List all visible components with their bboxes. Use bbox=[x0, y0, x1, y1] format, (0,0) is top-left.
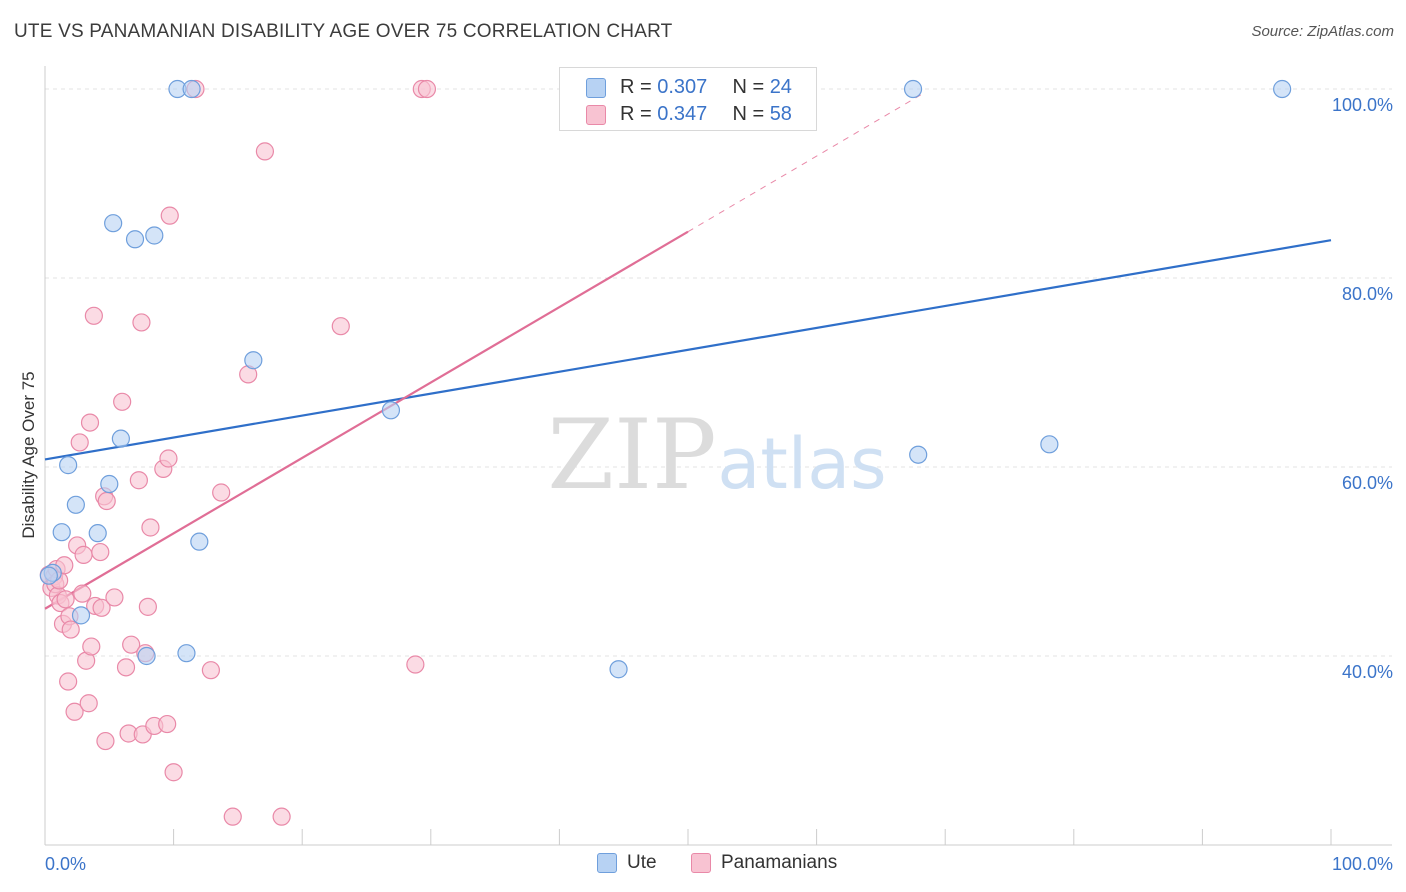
panamanian-point bbox=[97, 491, 116, 511]
panamanian-point bbox=[70, 433, 89, 452]
ute-point bbox=[177, 644, 196, 663]
correlation-legend: R = 0.307 N = 24 R = 0.347 N = 58 bbox=[559, 67, 817, 131]
ute-trend-line bbox=[44, 239, 1332, 461]
panamanian-point bbox=[61, 620, 80, 639]
panamanian-point bbox=[417, 79, 437, 99]
ute-point bbox=[111, 429, 130, 448]
pan-n-value: 58 bbox=[769, 103, 792, 125]
watermark-zip: ZIP bbox=[547, 399, 716, 511]
panamanian-point bbox=[159, 449, 178, 468]
panamanian-trend-extension bbox=[687, 91, 927, 233]
panamanian-point bbox=[138, 597, 157, 616]
y-tick-label: 80.0% bbox=[1342, 284, 1393, 304]
panamanian-point bbox=[113, 392, 132, 411]
x-tick-label: 0.0% bbox=[45, 854, 86, 874]
panamanian-point bbox=[406, 655, 425, 674]
panamanian-point bbox=[158, 714, 177, 734]
pan-r-label: R = bbox=[620, 103, 658, 125]
panamanian-point bbox=[105, 588, 124, 607]
ute-r-value: 0.307 bbox=[657, 76, 708, 98]
ute-point bbox=[137, 646, 156, 666]
panamanian-point bbox=[331, 317, 350, 336]
panamanian-point bbox=[56, 590, 75, 609]
ute-point bbox=[381, 401, 401, 420]
ute-point bbox=[100, 474, 119, 494]
y-tick-label: 100.0% bbox=[1332, 95, 1393, 115]
panamanian-point bbox=[272, 807, 291, 826]
panamanian-point bbox=[92, 598, 111, 617]
ute-point bbox=[125, 230, 145, 249]
ute-point bbox=[1040, 435, 1059, 454]
source-label: Source: ZipAtlas.com bbox=[1251, 23, 1394, 40]
panamanian-point bbox=[160, 206, 179, 225]
chart-title: UTE VS PANAMANIAN DISABILITY AGE OVER 75… bbox=[14, 21, 673, 42]
pan-r-value: 0.347 bbox=[657, 103, 708, 125]
panamanian-point bbox=[164, 763, 183, 782]
panamanian-point bbox=[212, 483, 231, 502]
panamanians-legend-icon bbox=[691, 853, 711, 873]
ute-point bbox=[52, 523, 71, 542]
panamanian-point bbox=[223, 807, 242, 826]
ute-point bbox=[59, 456, 78, 475]
ute-point bbox=[66, 495, 85, 514]
panamanian-point bbox=[141, 518, 160, 537]
panamanians-swatch-icon bbox=[586, 105, 606, 125]
y-tick-label: 60.0% bbox=[1342, 473, 1393, 493]
ute-point bbox=[190, 532, 209, 551]
panamanian-point bbox=[73, 584, 92, 603]
ute-r-label: R = bbox=[620, 76, 658, 98]
ute-point bbox=[145, 226, 164, 245]
x-tick-label: 100.0% bbox=[1332, 854, 1393, 874]
ute-point bbox=[1273, 79, 1292, 99]
ute-point bbox=[909, 445, 928, 464]
panamanian-point bbox=[65, 702, 84, 721]
ute-point bbox=[104, 214, 123, 233]
panamanian-point bbox=[84, 306, 103, 325]
y-tick-label: 40.0% bbox=[1342, 662, 1393, 682]
panamanian-point bbox=[116, 658, 136, 677]
ute-legend-icon bbox=[597, 853, 617, 873]
ute-point bbox=[244, 351, 263, 370]
panamanian-point bbox=[91, 542, 110, 562]
ute-point bbox=[903, 79, 923, 99]
trend-lines bbox=[44, 91, 1332, 610]
ute-legend-label: Ute bbox=[627, 852, 657, 873]
watermark: ZIP atlas bbox=[547, 399, 886, 511]
y-axis-label: Disability Age Over 75 bbox=[19, 371, 38, 538]
ute-n-value: 24 bbox=[769, 76, 792, 98]
ute-point bbox=[88, 524, 107, 543]
panamanian-trend-line bbox=[44, 230, 689, 610]
tick-labels: 40.0% 60.0% 80.0% 100.0% 0.0% 100.0% bbox=[45, 95, 1393, 874]
panamanian-point bbox=[74, 545, 93, 564]
ute-point bbox=[39, 566, 58, 585]
axes bbox=[44, 66, 1392, 846]
gridlines bbox=[45, 88, 1392, 657]
ute-point bbox=[71, 606, 91, 625]
ute-point bbox=[609, 660, 628, 679]
panamanian-point bbox=[82, 637, 101, 656]
watermark-atlas: atlas bbox=[717, 423, 886, 505]
panamanian-point bbox=[129, 471, 148, 490]
panamanian-point bbox=[255, 142, 275, 161]
panamanian-point bbox=[79, 694, 98, 713]
ute-n-label: N = bbox=[732, 76, 770, 98]
data-points bbox=[39, 79, 1292, 826]
panamanian-point bbox=[132, 313, 151, 332]
ute-swatch-icon bbox=[586, 78, 606, 98]
panamanian-point bbox=[201, 661, 220, 680]
panamanian-point bbox=[59, 672, 78, 691]
panamanian-point bbox=[80, 413, 100, 432]
ute-point bbox=[182, 79, 201, 99]
pan-n-label: N = bbox=[732, 103, 770, 125]
panamanians-legend-label: Panamanians bbox=[721, 852, 838, 873]
panamanian-point bbox=[122, 635, 141, 654]
panamanian-point bbox=[96, 731, 115, 751]
